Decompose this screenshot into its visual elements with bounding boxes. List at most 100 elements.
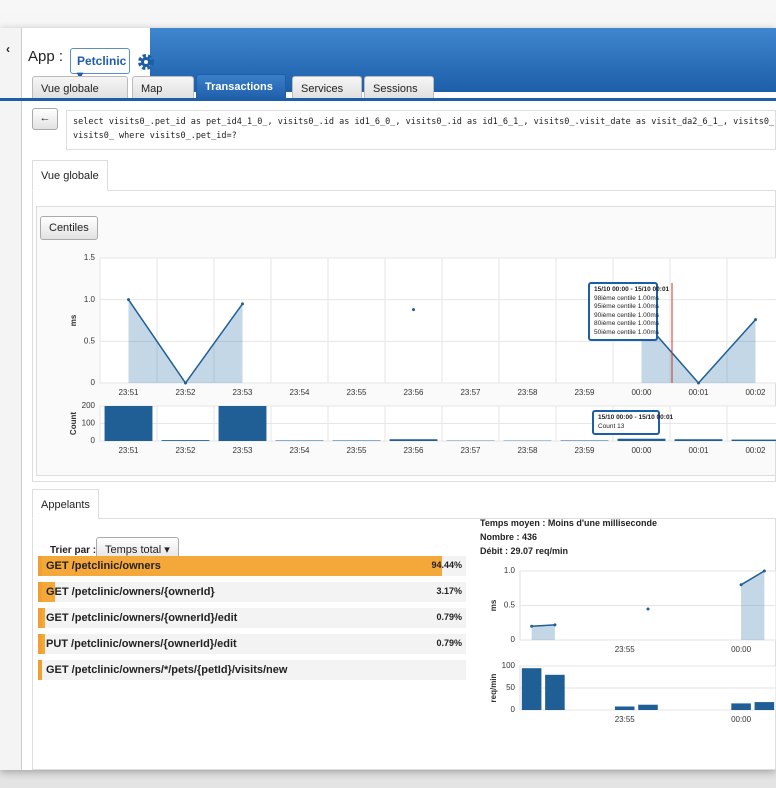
bar — [614, 706, 635, 710]
nav-tab[interactable]: Services — [292, 76, 362, 100]
caller-label: GET /petclinic/owners/{ownerId} — [46, 586, 215, 598]
line — [740, 570, 765, 586]
nav-tab[interactable]: Vue globale — [32, 76, 128, 100]
y-tick-label: 0 — [511, 635, 516, 644]
y-axis-label: ms — [69, 314, 78, 326]
x-tick-label: 00:00 — [731, 645, 752, 654]
x-tick-label: 23:52 — [175, 388, 196, 397]
caller-row[interactable]: 3.17% GET /petclinic/owners/{ownerId} — [38, 582, 466, 602]
point — [553, 623, 557, 627]
x-tick-label: 00:00 — [631, 446, 652, 455]
percent-bar — [42, 634, 46, 654]
caller-label: GET /petclinic/owners — [46, 560, 161, 572]
bar — [617, 438, 666, 441]
bar — [674, 439, 723, 441]
y-tick-label: 0 — [91, 378, 96, 387]
app-label: App : — [28, 48, 64, 65]
query-line: select visits0_.pet_id as pet_id4_1_0_, … — [73, 117, 775, 127]
caller-row[interactable]: 0.79% PUT /petclinic/owners/{ownerId}/edi… — [38, 634, 466, 654]
tooltip: 15/10 00:00 - 15/10 00:01 Count 13 — [592, 410, 674, 435]
percent-bar — [42, 582, 56, 602]
point — [412, 308, 415, 312]
tooltip-line: 80ième centile 1.00ms — [594, 320, 660, 327]
sidebar — [0, 28, 22, 770]
app-select-text: Petclinic — [77, 54, 127, 68]
back-button[interactable]: ← — [32, 108, 58, 130]
bar — [332, 440, 381, 441]
percent-bar — [42, 608, 46, 628]
collapse-arrow[interactable]: ‹ — [6, 42, 10, 56]
caller-row[interactable]: 0.79% GET /petclinic/owners/{ownerId}/edi… — [38, 608, 466, 628]
x-tick-label: 23:56 — [403, 388, 424, 397]
stat-line: Temps moyen : Moins d'une milliseconde — [480, 518, 658, 528]
x-tick-label: 23:53 — [232, 388, 253, 397]
nav-tab[interactable]: Map — [132, 76, 194, 100]
percent-bar — [42, 556, 443, 576]
tooltip-line: 15/10 00:00 - 15/10 00:01 — [594, 286, 670, 293]
bar — [521, 668, 542, 710]
x-tick-label: 00:02 — [745, 388, 766, 397]
bar — [545, 674, 565, 710]
x-tick-label: 23:59 — [574, 388, 595, 397]
area — [741, 571, 765, 640]
x-tick-label: 23:51 — [118, 446, 139, 455]
y-tick-label: 100 — [502, 661, 516, 670]
caller-row[interactable]: 94.44% GET /petclinic/owners — [38, 556, 466, 576]
y-tick-label: 1.0 — [84, 295, 96, 304]
nav-tab[interactable]: Sessions — [364, 76, 434, 100]
centiles-button[interactable]: Centiles — [40, 216, 98, 240]
tooltip-line: 98ième centile 1.00ms — [594, 294, 660, 302]
bar — [754, 702, 775, 710]
overview-tab[interactable]: Vue globale — [32, 160, 108, 191]
x-tick-label: 23:58 — [517, 446, 538, 455]
x-tick-label: 23:55 — [615, 645, 636, 654]
point — [739, 583, 743, 587]
nav-tab[interactable]: Transactions — [196, 74, 286, 100]
x-tick-label: 23:54 — [289, 446, 310, 455]
settings-icon[interactable] — [136, 52, 156, 72]
x-tick-label: 23:55 — [346, 388, 367, 397]
x-tick-label: 23:57 — [460, 446, 481, 455]
bar — [731, 703, 751, 710]
x-tick-label: 23:55 — [346, 446, 367, 455]
area — [128, 299, 243, 383]
y-tick-label: 0.5 — [84, 336, 96, 345]
line — [531, 624, 555, 627]
point — [762, 569, 766, 573]
stat-line: Nombre : 436 — [480, 532, 538, 542]
caller-label: GET /petclinic/owners/{ownerId}/edit — [46, 612, 238, 624]
y-tick-label: 1.5 — [84, 253, 96, 262]
x-tick-label: 00:00 — [731, 715, 752, 724]
y-tick-label: 0 — [511, 705, 516, 714]
bar — [104, 406, 153, 441]
y-tick-label: 0 — [91, 436, 96, 445]
bar — [389, 439, 438, 441]
point — [530, 624, 534, 628]
x-tick-label: 23:51 — [118, 388, 139, 397]
point — [754, 318, 757, 322]
point — [127, 298, 130, 302]
query-line: visits0_ where visits0_.pet_id=? — [73, 131, 237, 141]
y-axis-label: req/min — [489, 673, 498, 702]
callers-tab[interactable]: Appelants — [32, 489, 99, 519]
bar — [161, 440, 210, 441]
area — [641, 318, 756, 383]
y-tick-label: 0.5 — [504, 601, 516, 610]
x-tick-label: 23:56 — [403, 446, 424, 455]
bar — [638, 704, 658, 710]
tab-underline — [0, 98, 776, 101]
tooltip-line: 15/10 00:00 - 15/10 00:01 — [598, 414, 674, 421]
sql-query: select visits0_.pet_id as pet_id4_1_0_, … — [66, 110, 776, 150]
tooltip-line: 50ième centile 1.00ms — [594, 328, 660, 336]
stat-line: Débit : 29.07 req/min — [480, 546, 569, 556]
x-tick-label: 23:59 — [574, 446, 595, 455]
x-tick-label: 00:01 — [688, 446, 709, 455]
bar — [218, 406, 267, 441]
tooltip-line: Count 13 — [598, 422, 625, 430]
x-tick-label: 23:57 — [460, 388, 481, 397]
caller-row[interactable]: GET /petclinic/owners/*/pets/{petId}/vis… — [38, 660, 466, 680]
app-select[interactable]: Petclinic ▾ — [70, 48, 130, 82]
x-tick-label: 23:52 — [175, 446, 196, 455]
caller-label: GET /petclinic/owners/*/pets/{petId}/vis… — [46, 664, 288, 676]
